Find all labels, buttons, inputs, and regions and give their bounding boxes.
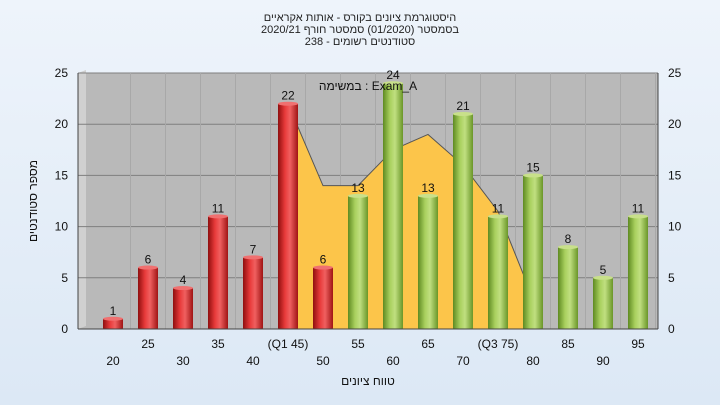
y-tick-label-right: 10 [668, 220, 682, 234]
x-tick-label: 20 [106, 354, 120, 368]
bar-data-label: 11 [632, 201, 645, 215]
legend-text: במשימה : Exam_A [319, 79, 417, 93]
bar [173, 288, 193, 329]
y-tick-label-left: 5 [61, 271, 68, 285]
x-tick-label: 70 [456, 354, 470, 368]
bar-top [488, 214, 508, 219]
bar-data-label: 15 [526, 160, 540, 174]
y-tick-label-left: 0 [61, 322, 68, 336]
bar-data-label: 13 [351, 181, 365, 195]
density-line [287, 103, 534, 299]
bar-top [243, 255, 263, 260]
bar-top [523, 173, 543, 178]
y-tick-label-right: 5 [668, 271, 675, 285]
y-tick-label-left: 10 [55, 220, 69, 234]
bar-data-label: 11 [212, 201, 225, 215]
bar [278, 103, 298, 329]
bar-data-label: 8 [565, 232, 572, 246]
y-tick-label-right: 25 [668, 66, 682, 80]
chart-title-line-3: סטודנטים רשומים - 238 [304, 36, 416, 48]
x-tick-label: 60 [386, 354, 400, 368]
bar-top [383, 81, 403, 86]
bar [313, 267, 333, 329]
bar-data-label: 5 [600, 263, 607, 277]
bar [628, 216, 648, 329]
x-tick-label: 90 [596, 354, 610, 368]
x-tick-label: 25 [141, 337, 155, 351]
bar-top [208, 214, 228, 219]
y-tick-label-right: 20 [668, 117, 682, 131]
bar [348, 195, 368, 329]
x-tick-label: 30 [176, 354, 190, 368]
bar [453, 113, 473, 330]
bar [383, 83, 403, 330]
bar-top [138, 265, 158, 270]
bar-data-label: 21 [456, 99, 470, 113]
bar-top [173, 286, 193, 291]
bar-data-label: 13 [421, 181, 435, 195]
bar [103, 318, 123, 329]
y-tick-label-right: 15 [668, 168, 682, 182]
bar [243, 257, 263, 329]
bar-top [453, 111, 473, 116]
bar-top [628, 214, 648, 219]
bar [208, 216, 228, 329]
bar [488, 216, 508, 329]
x-tick-label: 35 [211, 337, 225, 351]
bar-data-label: 11 [492, 201, 505, 215]
bar [523, 175, 543, 329]
bar-data-label: 22 [281, 89, 295, 103]
bar [418, 195, 438, 329]
bar [593, 277, 613, 329]
chart-title-line-1: היסטוגרמת ציונים בקורס - אותות אקראיים [263, 12, 457, 24]
chart-title-line-2: בסמסטר (01/2020) סמסטר חורף 2020/21 [260, 24, 460, 36]
x-tick-label: 40 [246, 354, 260, 368]
bar-top [593, 275, 613, 280]
x-tick-label: 95 [631, 337, 645, 351]
x-tick-label: 65 [421, 337, 435, 351]
bar-data-label: 6 [145, 253, 152, 267]
y-tick-label-right: 0 [668, 322, 675, 336]
x-tick-label: (Q1 45) [268, 337, 309, 351]
x-tick-label: 85 [561, 337, 575, 351]
bar [138, 267, 158, 329]
x-tick-label: 80 [526, 354, 540, 368]
y-tick-label-left: 25 [55, 66, 69, 80]
y-tick-label-left: 20 [55, 117, 69, 131]
bar-top [348, 193, 368, 198]
plot-wall [78, 70, 86, 329]
bar-top [313, 265, 333, 270]
x-tick-label: 50 [316, 354, 330, 368]
bar-data-label: 24 [386, 68, 400, 82]
bar-data-label: 6 [320, 253, 327, 267]
y-tick-label-left: 15 [55, 168, 69, 182]
bar [558, 247, 578, 329]
x-tick-label: (Q3 75) [478, 337, 519, 351]
x-tick-label: 55 [351, 337, 365, 351]
bar-data-label: 1 [110, 304, 117, 318]
bar-data-label: 7 [250, 242, 257, 256]
bar-data-label: 4 [180, 273, 187, 287]
bar-top [278, 101, 298, 106]
x-axis-label: טווח ציונים [341, 374, 395, 388]
bar-top [418, 193, 438, 198]
bar-top [558, 245, 578, 250]
y-axis-label: מספר סטודנטים [26, 160, 40, 242]
bar-top [103, 316, 123, 321]
